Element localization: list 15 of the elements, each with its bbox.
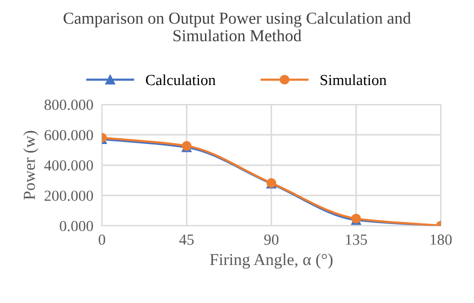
x-tick-label: 90 — [264, 234, 278, 245]
x-tick-label: 135 — [346, 234, 367, 245]
x-tick-label: 180 — [430, 234, 452, 245]
chart-title: Camparison on Output Power using Calculation and Simulation Method — [64, 12, 411, 42]
y-tick-label: 400.000 — [44, 160, 93, 171]
y-axis-title: Power (w) — [23, 130, 38, 200]
x-axis-title: Firing Angle, α (°) — [210, 253, 332, 269]
y-tick-label: 0.000 — [60, 220, 93, 232]
y-tick-label: 800.000 — [44, 100, 93, 110]
legend-label: Simulation — [320, 74, 386, 86]
y-tick-label: 200.000 — [44, 190, 93, 201]
x-tick-label: 0 — [98, 234, 106, 245]
x-tick-label: 45 — [179, 234, 194, 245]
y-tick-label: 600.000 — [44, 130, 93, 140]
legend-label: Calculation — [146, 74, 216, 86]
